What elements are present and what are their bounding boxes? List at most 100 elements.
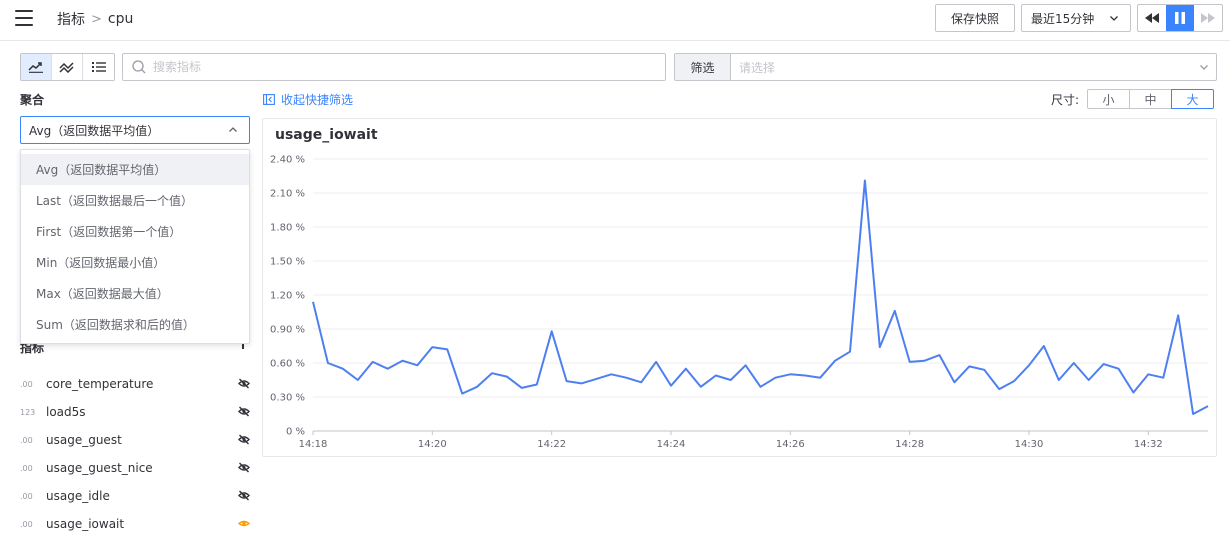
data-point[interactable] [833,359,837,363]
data-point[interactable] [1042,344,1046,348]
rewind-button[interactable] [1138,5,1166,31]
data-point[interactable] [550,329,554,333]
eye-off-icon[interactable] [238,434,250,445]
data-point[interactable] [669,384,673,388]
aggregation-option-last[interactable]: Last（返回数据最后一个值） [36,194,193,208]
data-point[interactable] [654,360,658,364]
data-point[interactable] [803,373,807,377]
data-point[interactable] [818,376,822,380]
metric-item-core-temperature[interactable]: .00 core_temperature [20,370,250,398]
data-point[interactable] [1072,361,1076,365]
size-small-button[interactable]: 小 [1087,89,1130,109]
data-point[interactable] [1206,404,1210,408]
collapse-quick-filter-link[interactable]: 收起快捷筛选 [263,91,353,108]
fast-forward-button[interactable] [1194,5,1222,31]
data-point[interactable] [714,373,718,377]
data-point[interactable] [401,359,405,363]
save-snapshot-button[interactable]: 保存快照 [935,4,1015,32]
data-point[interactable] [580,381,584,385]
eye-off-icon[interactable] [238,406,250,417]
pause-button[interactable] [1166,5,1194,31]
data-point[interactable] [565,379,569,383]
data-point[interactable] [938,353,942,357]
data-point[interactable] [1012,379,1016,383]
metric-item-usage-guest-nice[interactable]: .00 usage_guest_nice [20,454,250,482]
data-point[interactable] [982,368,986,372]
eye-off-icon[interactable] [238,378,250,389]
data-point[interactable] [759,385,763,389]
data-point[interactable] [893,309,897,313]
menu-icon[interactable] [15,10,33,26]
data-point[interactable] [1102,362,1106,366]
aggregation-option-max[interactable]: Max（返回数据最大值） [36,287,169,301]
data-point[interactable] [923,359,927,363]
data-point[interactable] [788,372,792,376]
data-point[interactable] [1117,367,1121,371]
data-point[interactable] [415,363,419,367]
list-view-button[interactable] [83,54,114,80]
filter-dropdown[interactable]: 请选择 [731,54,1216,80]
data-point[interactable] [729,378,733,382]
size-medium-button[interactable]: 中 [1129,89,1172,109]
data-point[interactable] [848,350,852,354]
aggregation-option-sum[interactable]: Sum（返回数据求和后的值） [36,318,195,332]
data-point[interactable] [490,371,494,375]
data-point[interactable] [952,380,956,384]
metric-item-usage-idle[interactable]: .00 usage_idle [20,482,250,510]
metric-item-usage-iowait[interactable]: .00 usage_iowait [20,510,250,536]
single-line-view-button[interactable] [21,54,52,80]
data-point[interactable] [863,179,867,183]
data-point[interactable] [967,364,971,368]
line-chart[interactable]: 0 % 0.30 % 0.60 % 0.90 % 1.20 % 1.50 % 1.80 % 2… [263,119,1216,456]
data-point[interactable] [684,367,688,371]
data-point[interactable] [1131,390,1135,394]
data-point[interactable] [386,367,390,371]
data-point[interactable] [594,377,598,381]
data-point[interactable] [1161,376,1165,380]
aggregation-select[interactable]: Avg（返回数据平均值） [20,116,250,144]
data-point[interactable] [609,372,613,376]
data-point[interactable] [997,387,1001,391]
data-point[interactable] [356,378,360,382]
data-point[interactable] [460,392,464,396]
data-point[interactable] [1087,378,1091,382]
eye-off-icon[interactable] [238,462,250,473]
time-range-select[interactable]: 最近15分钟 [1021,4,1131,32]
metric-item-usage-guest[interactable]: .00 usage_guest [20,426,250,454]
data-point[interactable] [430,345,434,349]
aggregation-option-first[interactable]: First（返回数据第一个值） [36,225,182,239]
data-point[interactable] [520,386,524,390]
data-point[interactable] [505,375,509,379]
size-large-button[interactable]: 大 [1171,89,1214,109]
data-point[interactable] [624,376,628,380]
data-point[interactable] [371,360,375,364]
data-point[interactable] [699,385,703,389]
metric-type: .00 [20,435,33,445]
settings-icon[interactable] [240,339,246,349]
data-point[interactable] [311,300,315,304]
data-point[interactable] [773,376,777,380]
breadcrumb-item-metrics[interactable]: 指标 [57,12,85,28]
eye-off-icon[interactable] [238,490,250,501]
data-point[interactable] [1057,378,1061,382]
data-point[interactable] [639,380,643,384]
search-input[interactable] [153,60,665,74]
data-point[interactable] [1027,363,1031,367]
data-point[interactable] [1146,372,1150,376]
multi-line-view-button[interactable] [52,54,83,80]
data-point[interactable] [475,385,479,389]
data-point[interactable] [326,361,330,365]
metric-item-load5s[interactable]: 123 load5s [20,398,250,426]
series-line[interactable] [312,179,1209,415]
data-point[interactable] [744,363,748,367]
aggregation-option-avg[interactable]: Avg（返回数据平均值） [21,154,249,185]
data-point[interactable] [1176,313,1180,317]
aggregation-option-min[interactable]: Min（返回数据最小值） [36,256,166,270]
eye-icon[interactable] [238,518,250,529]
data-point[interactable] [908,360,912,364]
data-point[interactable] [1191,412,1195,416]
data-point[interactable] [445,347,449,351]
data-point[interactable] [878,345,882,349]
data-point[interactable] [535,383,539,387]
data-point[interactable] [341,367,345,371]
